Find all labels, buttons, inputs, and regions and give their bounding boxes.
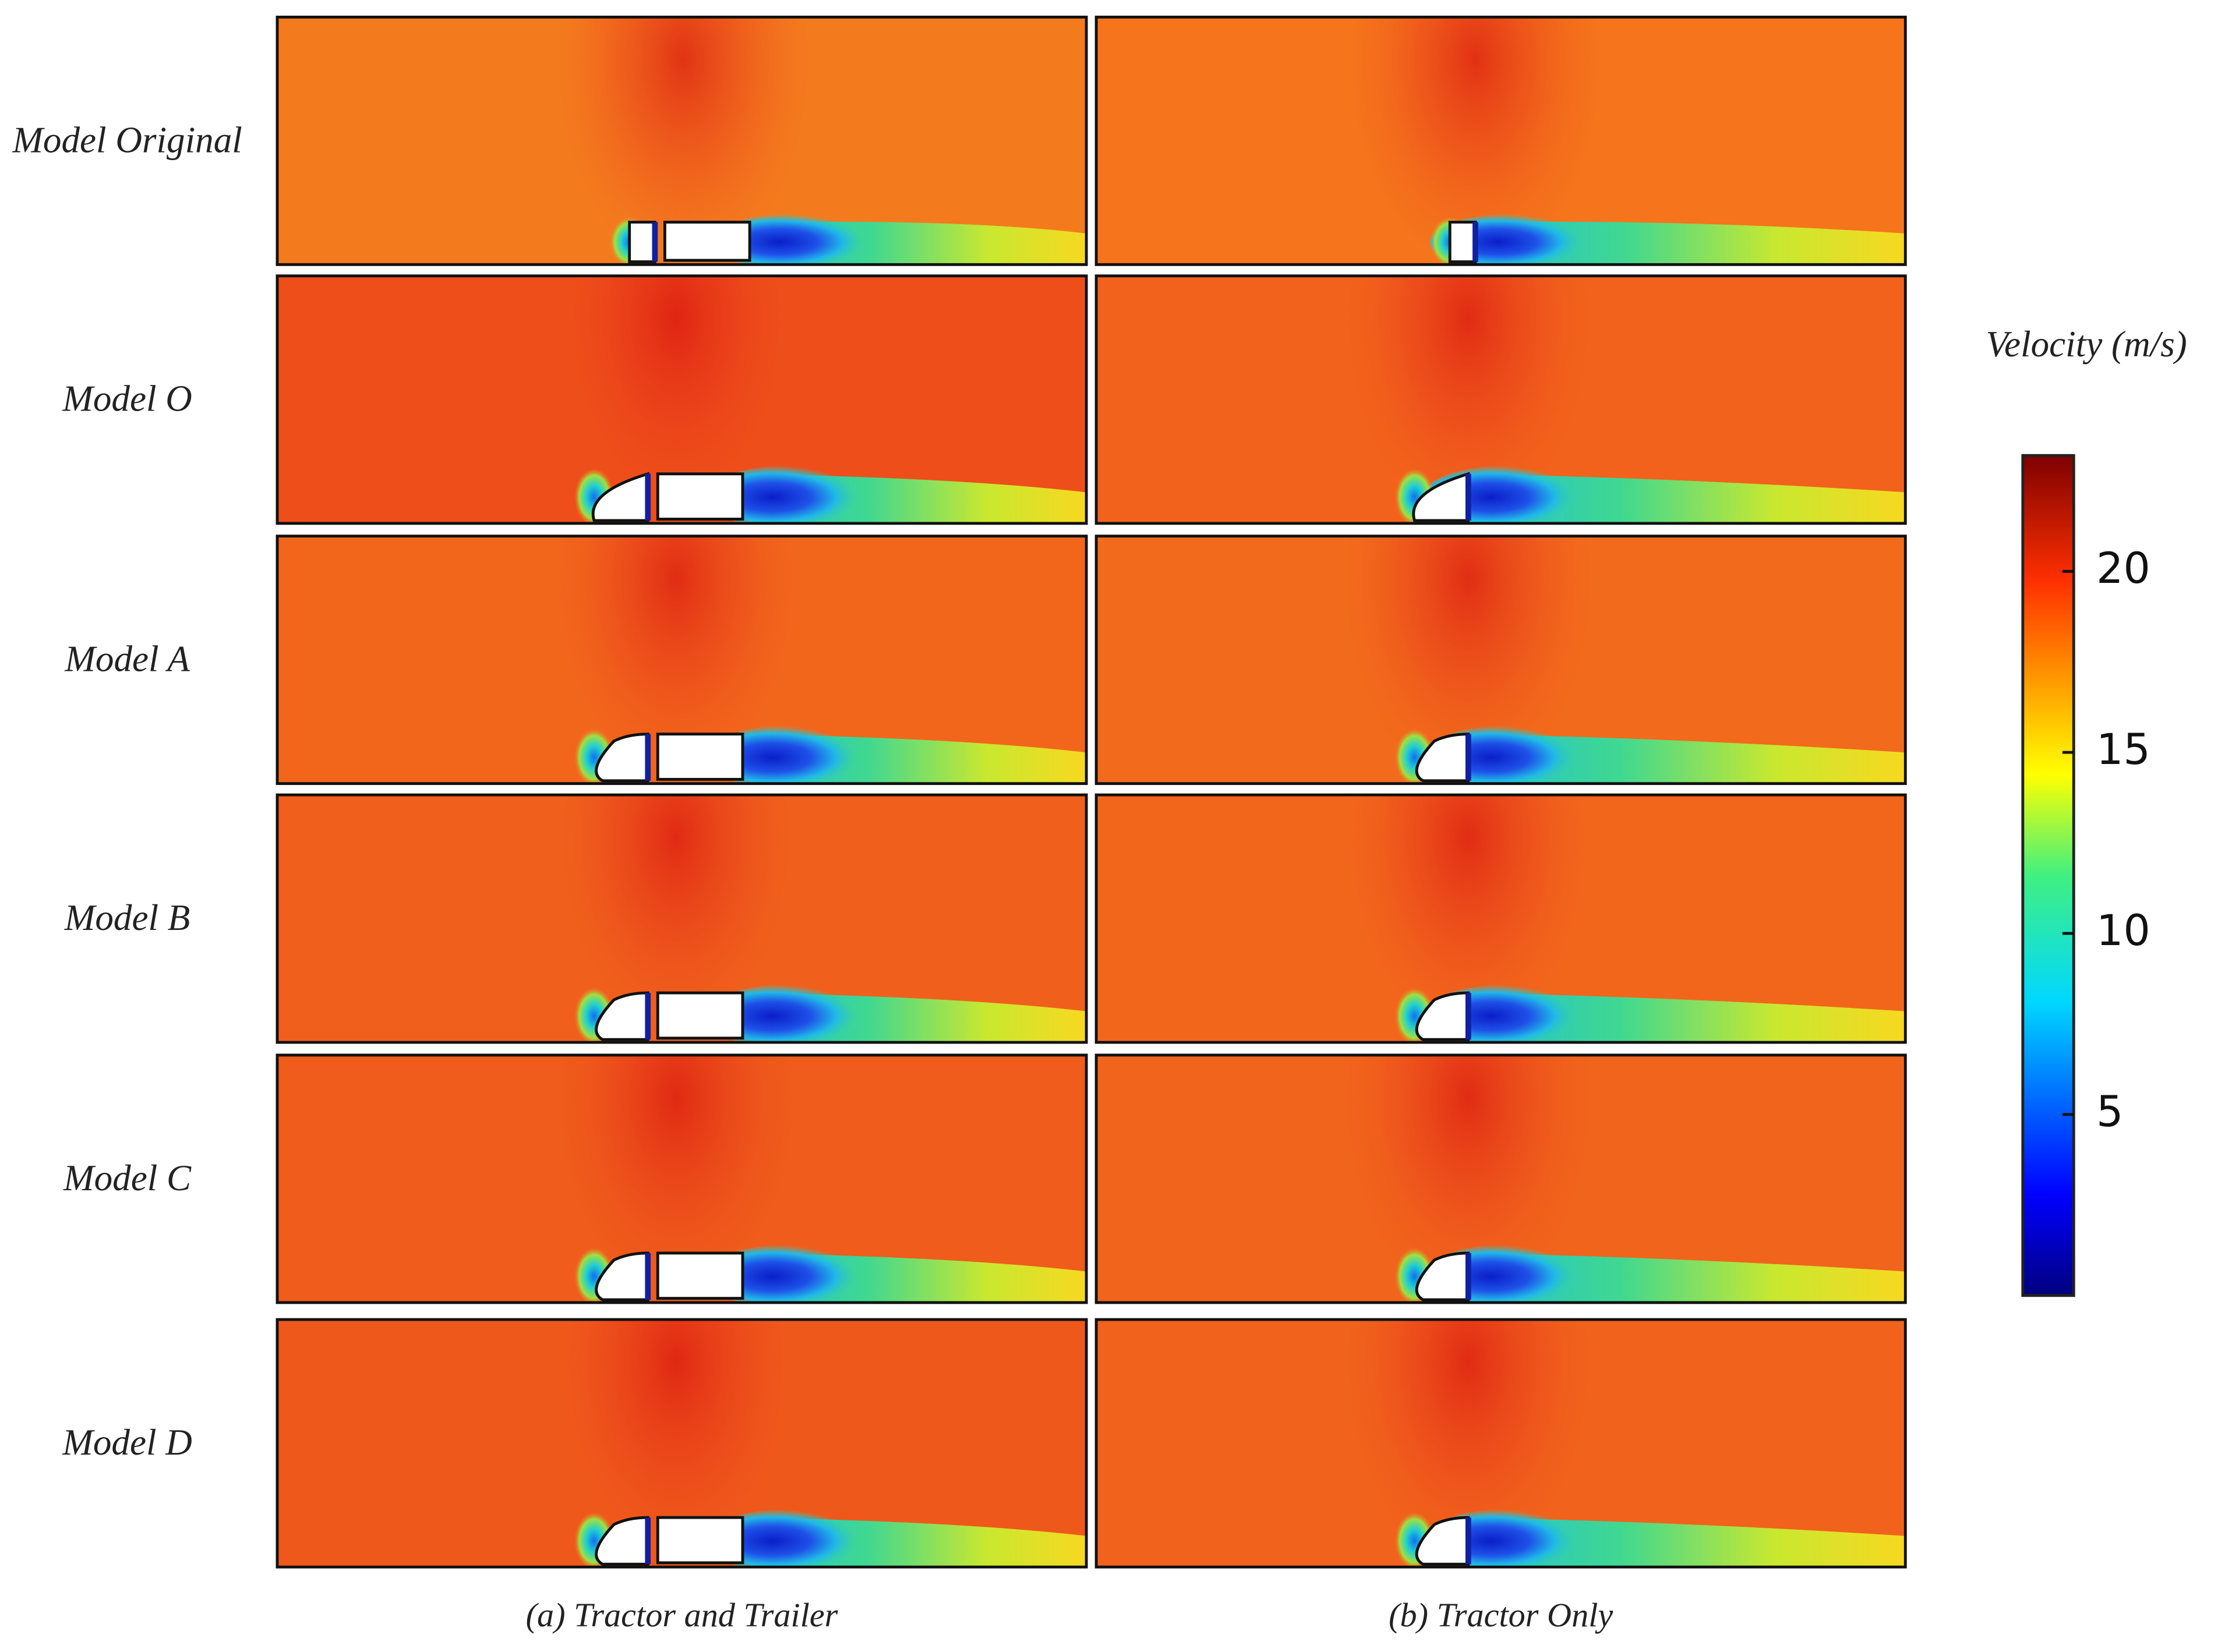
contour-panel [276,1053,1088,1304]
field [1096,1055,1906,1303]
high-speed-zone [549,1320,804,1568]
panel-frame [1094,535,1907,786]
panel-frame [1094,793,1907,1044]
field [277,795,1087,1043]
panel-frame [1094,1318,1907,1569]
colorbar-title: Velocity (m/s) [1986,324,2187,365]
wake-core [711,213,881,265]
tractor [595,1516,649,1566]
row-label: Model C [63,1158,192,1198]
contour-panel [276,793,1088,1044]
high-speed-zone [1341,1320,1596,1568]
panel-frame [1094,1053,1907,1304]
wake-core [704,465,874,523]
contour-panel [1094,1318,1907,1569]
field [1096,536,1906,784]
colorbar [2021,454,2075,1297]
high-speed-zone [1341,275,1596,523]
panel-frame [276,535,1088,786]
high-speed-zone [549,795,804,1043]
tractor [595,1251,649,1301]
contour-panel [1094,535,1907,786]
row-label: Model A [64,639,190,680]
panels [276,15,1907,1569]
panel-frame [276,793,1088,1044]
row-label: Model Original [12,119,242,160]
contour-panel [1094,274,1907,525]
contour-panel [1094,15,1907,266]
field [277,1055,1087,1303]
field [277,536,1087,784]
field [1096,275,1906,523]
panel-frame [276,1318,1088,1569]
trailer [656,472,744,521]
row-label: Model B [64,897,190,938]
colorbar-tick-label: 5 [2096,1087,2123,1137]
trailer [656,991,744,1040]
field [277,275,1087,523]
colorbar-tick-label: 15 [2096,725,2150,774]
high-speed-zone [1341,1055,1596,1303]
row-label: Model D [62,1422,192,1463]
contour-panel [276,1318,1088,1569]
panel-frame [1094,15,1907,266]
high-speed-zone [549,275,804,523]
field [1096,795,1906,1043]
field [1096,17,1906,265]
contour-panel [276,535,1088,786]
high-speed-zone [1341,795,1596,1043]
wake-core [704,726,874,784]
tractor [1415,1251,1470,1301]
tractor [595,991,649,1041]
column-caption: (b) Tractor Only [1389,1596,1613,1634]
high-speed-zone [549,536,804,784]
field [277,1320,1087,1568]
trailer [656,1516,744,1565]
wake-core [704,1244,874,1303]
trailer [656,733,744,781]
high-speed-zone [1348,17,1603,265]
wake-core [704,984,874,1043]
high-speed-zone [549,1055,804,1303]
colorbar-tick-label: 10 [2096,906,2150,956]
panel-frame [276,15,1088,266]
panel-frame [1094,274,1907,525]
trailer [656,1251,744,1300]
contour-panel [1094,1053,1907,1304]
tractor [1415,1516,1470,1566]
contour-panel [276,274,1088,525]
trailer [663,221,751,262]
high-speed-zone [1341,536,1596,784]
tractor [1415,733,1470,783]
panel-frame [276,1053,1088,1304]
panel-frame [276,274,1088,525]
contour-panel [1094,793,1907,1044]
tractor [1415,991,1470,1041]
wake-core [704,1509,874,1568]
field [277,17,1087,265]
tractor [1448,221,1477,263]
row-label: Model O [62,378,192,419]
contour-panel [276,15,1088,266]
colorbar-tick-label: 20 [2096,544,2150,593]
column-caption: (a) Tractor and Trailer [526,1596,838,1634]
tractor [595,733,649,783]
field [1096,1320,1906,1568]
high-speed-zone [556,17,811,265]
tractor [628,221,656,263]
